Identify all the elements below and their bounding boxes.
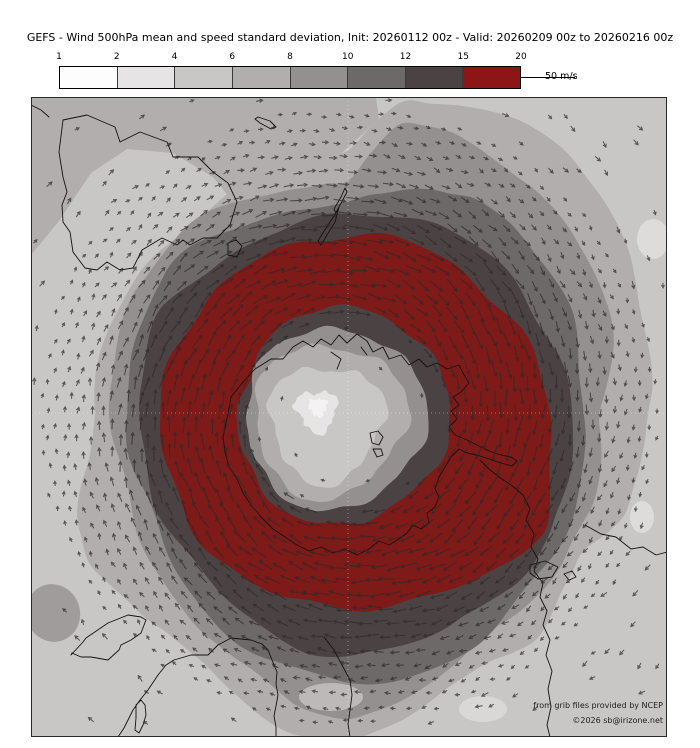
quiver-key-label: 50 m/s (545, 71, 578, 82)
colorbar-tick-label: 12 (399, 52, 412, 62)
credit-source: from grib files provided by NCEP (533, 701, 663, 710)
colorbar-ticks: 1 2 4 6 8 10 12 15 20 (56, 52, 527, 64)
legend-cell (348, 67, 406, 88)
figure-title: GEFS - Wind 500hPa mean and speed standa… (26, 31, 674, 44)
colorbar-tick-label: 1 (56, 52, 62, 62)
legend-cell (60, 67, 118, 88)
wind-arrows (32, 98, 665, 725)
colorbar-tick-label: 6 (229, 52, 236, 62)
credit-copyright: ©2026 sb@irizone.net (572, 716, 663, 725)
colorbar-tick-label: 2 (113, 52, 120, 62)
quiver-key-arrow (521, 77, 575, 78)
colorbar-tick-label: 15 (457, 52, 469, 62)
legend-cell (117, 67, 176, 88)
colorbar (59, 66, 521, 89)
colorbar-tick-label: 10 (342, 52, 354, 62)
quiver-key-unit: m/s (560, 71, 578, 82)
map: from grib files provided by NCEP ©2026 s… (31, 97, 667, 737)
quiver-key-value: 50 (545, 71, 558, 82)
colorbar-tick-label: 20 (515, 52, 527, 62)
colorbar-tick-label: 4 (171, 52, 178, 62)
legend-cell (232, 67, 291, 88)
colorbar-tick-label: 8 (287, 52, 293, 62)
legend-cell (463, 67, 520, 88)
legend-cell (290, 67, 349, 88)
map-canvas (31, 97, 667, 737)
legend-cell (175, 67, 233, 88)
legend-cell (405, 67, 464, 88)
